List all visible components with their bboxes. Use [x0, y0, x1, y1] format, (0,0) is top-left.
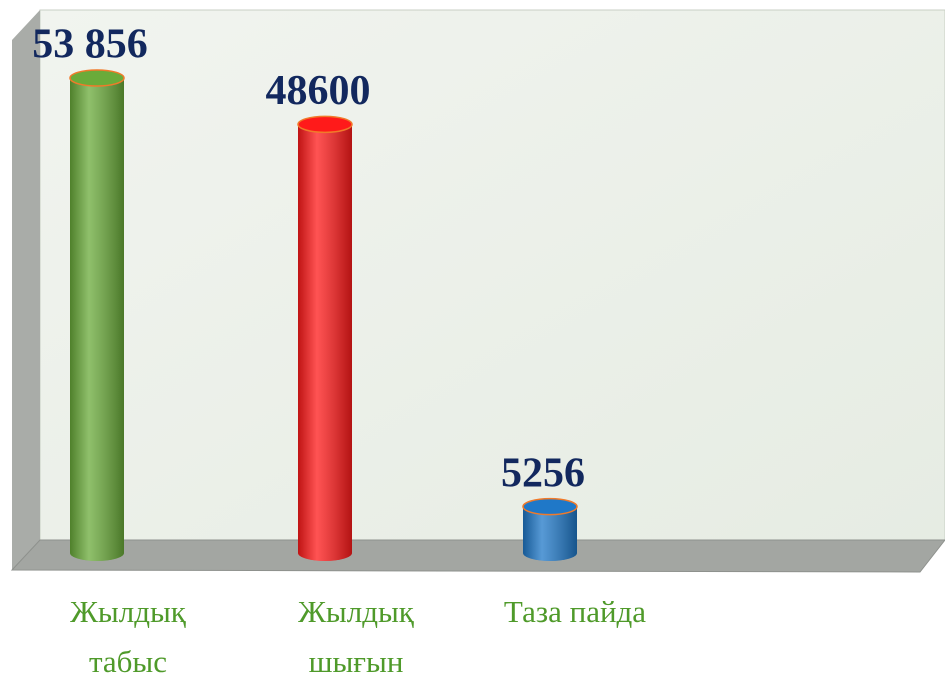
bar-top	[69, 69, 125, 87]
bar-top	[297, 115, 353, 134]
back-wall	[39, 9, 945, 541]
bar-shade	[70, 78, 124, 561]
bar	[522, 497, 578, 561]
bar-shade	[523, 506, 577, 561]
category-label: Таза пайда	[503, 594, 647, 629]
value-label: 5256	[501, 450, 585, 496]
floor	[10, 539, 945, 573]
chart: 53 856 48600 5256	[10, 9, 945, 573]
bar-top	[522, 497, 578, 516]
category-label: Жылдық шығын	[298, 594, 414, 679]
bar-shade	[298, 124, 352, 562]
bar	[69, 69, 125, 561]
bar	[297, 115, 353, 562]
value-label: 53 856	[32, 22, 148, 68]
value-label: 48600	[266, 68, 371, 114]
category-label: Жылдық табыс	[70, 594, 186, 679]
side-wall	[12, 10, 40, 570]
